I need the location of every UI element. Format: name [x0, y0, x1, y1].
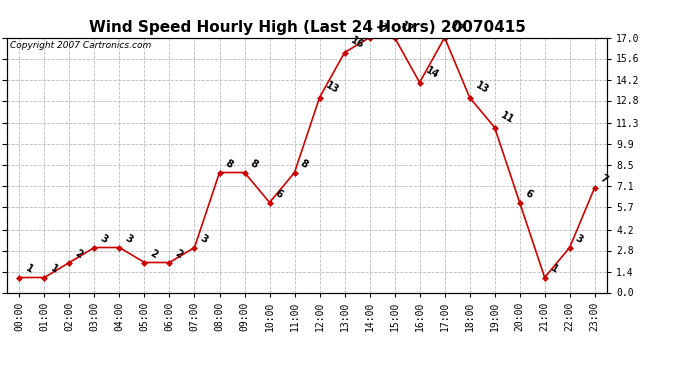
Text: 16: 16	[348, 35, 366, 50]
Text: 14: 14	[424, 65, 440, 80]
Text: 6: 6	[524, 188, 535, 200]
Text: 2: 2	[174, 248, 184, 260]
Text: Copyright 2007 Cartronics.com: Copyright 2007 Cartronics.com	[10, 41, 151, 50]
Text: 1: 1	[549, 263, 560, 275]
Text: 2: 2	[74, 248, 84, 260]
Text: 8: 8	[299, 158, 310, 170]
Text: 1: 1	[23, 263, 34, 275]
Text: 3: 3	[574, 233, 584, 245]
Text: 3: 3	[199, 233, 210, 245]
Text: 17: 17	[448, 20, 466, 35]
Text: 8: 8	[248, 158, 259, 170]
Text: 17: 17	[399, 20, 415, 35]
Text: 7: 7	[599, 173, 610, 185]
Text: 17: 17	[374, 20, 391, 35]
Text: 6: 6	[274, 188, 284, 200]
Text: 13: 13	[474, 80, 491, 95]
Text: 13: 13	[324, 80, 340, 95]
Text: 1: 1	[48, 263, 59, 275]
Text: 8: 8	[224, 158, 235, 170]
Title: Wind Speed Hourly High (Last 24 Hours) 20070415: Wind Speed Hourly High (Last 24 Hours) 2…	[88, 20, 526, 35]
Text: 3: 3	[124, 233, 135, 245]
Text: 3: 3	[99, 233, 110, 245]
Text: 11: 11	[499, 110, 515, 125]
Text: 2: 2	[148, 248, 159, 260]
